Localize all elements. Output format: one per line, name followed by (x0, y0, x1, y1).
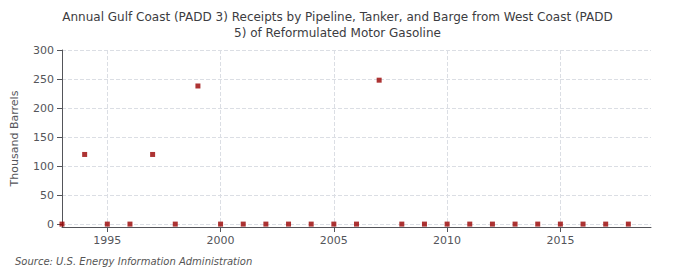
svg-text:200: 200 (33, 102, 54, 115)
svg-text:100: 100 (33, 160, 54, 173)
svg-text:2000: 2000 (207, 234, 235, 247)
svg-text:0: 0 (47, 218, 54, 231)
svg-text:2015: 2015 (546, 234, 574, 247)
svg-text:5) of Reformulated Motor Gasol: 5) of Reformulated Motor Gasoline (234, 26, 441, 40)
svg-text:150: 150 (33, 131, 54, 144)
svg-text:Thousand Barrels: Thousand Barrels (8, 90, 21, 187)
svg-text:50: 50 (40, 189, 54, 202)
svg-text:Annual Gulf Coast (PADD 3) Rec: Annual Gulf Coast (PADD 3) Receipts by P… (62, 10, 612, 24)
svg-text:300: 300 (33, 44, 54, 57)
svg-text:2005: 2005 (320, 234, 348, 247)
svg-text:1995: 1995 (93, 234, 121, 247)
svg-text:2010: 2010 (433, 234, 461, 247)
svg-text:250: 250 (33, 73, 54, 86)
svg-text:Source: U.S. Energy Informatio: Source: U.S. Energy Information Administ… (15, 256, 252, 267)
